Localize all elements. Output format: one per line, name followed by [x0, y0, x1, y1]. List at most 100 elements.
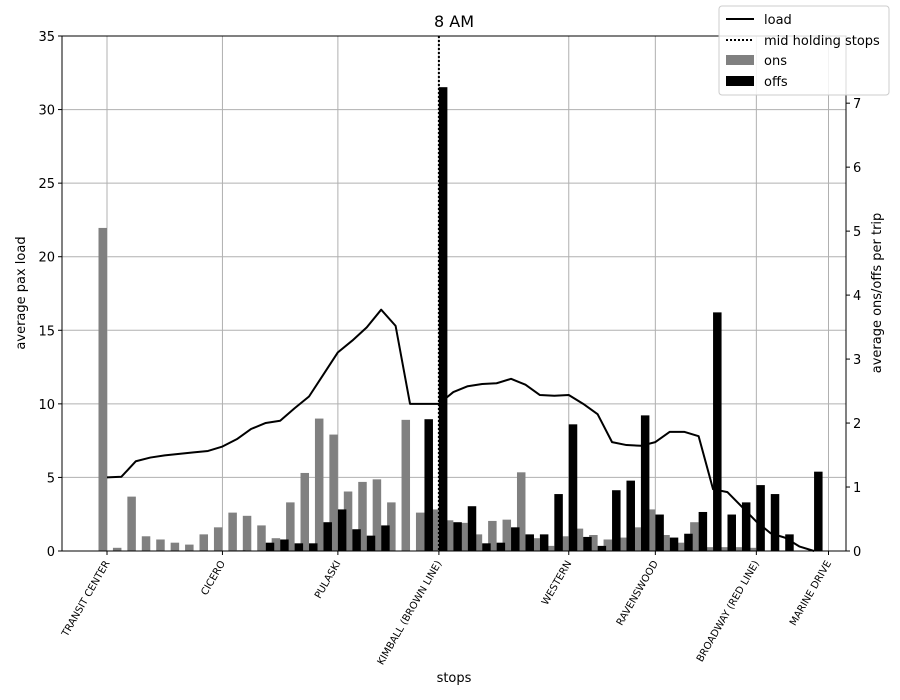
offs-bar [280, 539, 289, 551]
ons-bar [286, 502, 295, 551]
offs-bar [511, 527, 520, 551]
offs-bar [568, 424, 578, 551]
y-right-tick-label: 4 [853, 289, 861, 304]
offs-bar [554, 494, 563, 551]
offs-bar [814, 471, 823, 551]
y-right-tick-label: 3 [853, 353, 861, 368]
ons-bar [516, 472, 526, 551]
y-left-tick-label: 20 [38, 251, 55, 266]
ons-bar [502, 519, 512, 551]
offs-bar [612, 490, 621, 551]
ons-bar [372, 479, 382, 551]
y-right-tick-label: 6 [853, 161, 861, 176]
ons-bar [488, 520, 497, 551]
ons-bar [213, 527, 223, 551]
offs-bar [366, 535, 376, 551]
offs-bar [323, 522, 332, 551]
offs-bar [669, 537, 679, 551]
chart-title: 8 AM [434, 12, 474, 31]
legend-load-label: load [764, 13, 792, 28]
ons-bar [603, 539, 613, 551]
offs-bar [655, 514, 664, 551]
ons-bar [718, 547, 728, 551]
ons-bar [314, 418, 324, 551]
offs-bar [756, 485, 765, 551]
ons-bar [704, 547, 714, 551]
offs-bar [583, 536, 592, 551]
offs-bar [265, 542, 275, 551]
ons-bar [401, 419, 411, 551]
offs-bar [337, 509, 347, 551]
offs-bar [741, 502, 751, 551]
offs-bar [640, 415, 650, 551]
offs-bar [381, 525, 390, 551]
offs-bar [727, 514, 736, 551]
ons-bar [415, 512, 425, 551]
legend-ons-swatch [726, 55, 754, 65]
ons-bar [112, 547, 122, 551]
ons-bar [141, 536, 151, 551]
ons-bar [343, 491, 353, 551]
ons-bar [170, 542, 180, 551]
y-axis-right-title: average ons/offs per trip [870, 213, 885, 374]
offs-bar [467, 506, 477, 551]
ons-bar [646, 509, 656, 551]
y-left-tick-label: 35 [38, 30, 55, 45]
ons-bar [747, 547, 757, 551]
ons-bar [661, 535, 670, 551]
y-left-tick-label: 15 [38, 324, 55, 339]
offs-bar [453, 522, 462, 551]
load-line [106, 308, 815, 552]
offs-bar [785, 534, 794, 551]
legend: load mid holding stops ons offs [718, 5, 890, 96]
offs-bar [770, 494, 780, 551]
legend-offs-swatch [726, 76, 754, 86]
ons-bar [444, 520, 454, 551]
y-right-tick-label: 1 [853, 481, 861, 496]
ons-bar [589, 535, 598, 551]
y-right-tick-label: 5 [853, 225, 861, 240]
offs-bar [539, 534, 549, 551]
ons-bar [733, 547, 742, 551]
offs-bar [698, 511, 708, 551]
y-left-tick-label: 25 [38, 177, 55, 192]
offs-bar [684, 533, 693, 551]
ons-bar [300, 472, 310, 551]
ons-bar [560, 536, 569, 551]
bars [98, 87, 823, 552]
ons-bar [185, 544, 194, 551]
y-axis-left-title: average pax load [14, 236, 29, 349]
ons-bar [531, 538, 540, 551]
ons-bar [617, 537, 627, 551]
offs-bar [438, 87, 448, 552]
ons-bar [98, 227, 107, 551]
ons-bar [387, 502, 396, 551]
ons-bar [473, 534, 483, 551]
y-right-tick-label: 2 [853, 417, 861, 432]
legend-holding-label: mid holding stops [764, 34, 880, 49]
offs-bar [352, 529, 361, 551]
ons-bar [675, 542, 685, 551]
legend-offs-label: offs [764, 75, 788, 90]
y-right-tick-label: 7 [853, 97, 861, 112]
legend-frame [718, 5, 890, 96]
offs-bar [309, 543, 318, 551]
legend-ons-label: ons [764, 54, 787, 69]
y-left-tick-label: 10 [38, 398, 55, 413]
y-left-tick-label: 0 [47, 545, 55, 560]
offs-bar [597, 545, 607, 551]
y-left-tick-label: 30 [38, 104, 55, 119]
offs-bar [713, 312, 722, 551]
y-left-tick-label: 5 [47, 471, 55, 486]
offs-bar [424, 419, 433, 551]
ons-bar [459, 522, 468, 551]
ons-bar [271, 538, 281, 551]
ons-bar [574, 528, 584, 551]
ons-bar [199, 534, 209, 551]
y-right-tick-label: 0 [853, 545, 861, 560]
ons-bar [430, 509, 439, 551]
ons-bar [127, 496, 136, 551]
ons-bar [358, 481, 367, 551]
